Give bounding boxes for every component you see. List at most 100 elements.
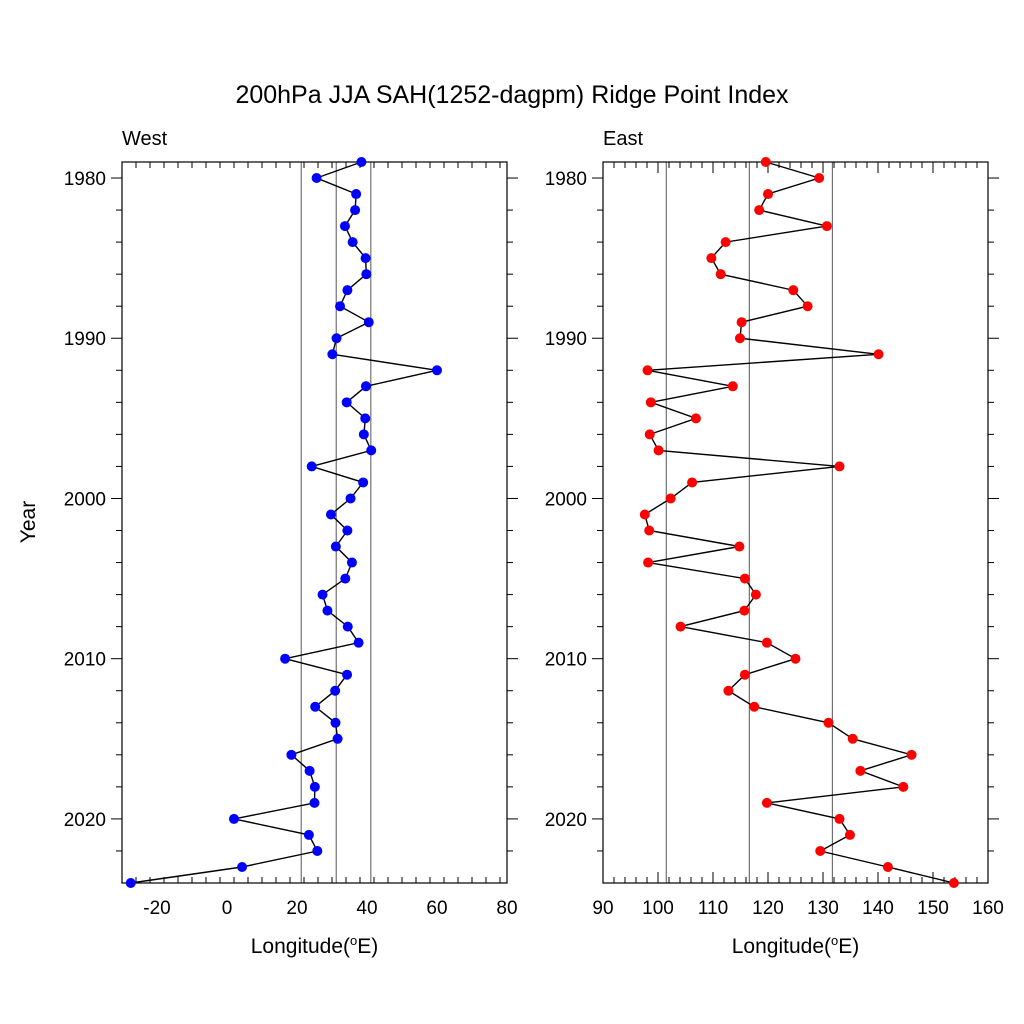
data-point-west-1992 bbox=[432, 365, 442, 376]
data-point-west-2007 bbox=[322, 605, 333, 616]
data-point-east-2018 bbox=[898, 781, 909, 792]
data-point-west-1990 bbox=[331, 333, 342, 344]
data-point-east-2009 bbox=[761, 637, 772, 648]
data-point-east-2001 bbox=[639, 509, 650, 520]
y-tick-label-west: 1990 bbox=[64, 329, 106, 350]
data-point-west-2014 bbox=[330, 717, 341, 728]
y-tick-label-west: 2020 bbox=[64, 810, 106, 831]
x-tick-label-west: 40 bbox=[356, 898, 377, 919]
data-point-west-1984 bbox=[347, 237, 358, 248]
panel-label-west: West bbox=[122, 128, 168, 150]
data-point-west-2023 bbox=[237, 861, 248, 872]
x-axis-label-superscript: o bbox=[350, 933, 357, 948]
data-point-east-2014 bbox=[823, 717, 834, 728]
data-point-east-2006 bbox=[750, 589, 761, 600]
data-point-west-1996 bbox=[358, 429, 369, 440]
data-point-east-2016 bbox=[906, 749, 917, 760]
data-point-east-1999 bbox=[687, 477, 698, 488]
data-point-west-1989 bbox=[363, 317, 374, 328]
data-point-west-2016 bbox=[286, 749, 297, 760]
x-tick-label-east: 100 bbox=[642, 898, 674, 919]
x-tick-label-west: 0 bbox=[222, 898, 233, 919]
data-point-east-2021 bbox=[844, 829, 855, 840]
plot-frame-west bbox=[121, 161, 508, 884]
data-point-east-2003 bbox=[734, 541, 745, 552]
x-tick-label-east: 140 bbox=[862, 898, 894, 919]
data-point-west-2017 bbox=[304, 765, 315, 776]
data-point-east-1979 bbox=[760, 157, 771, 167]
plot-frame-east bbox=[602, 161, 989, 884]
data-point-west-2010 bbox=[280, 653, 291, 664]
data-point-west-1983 bbox=[339, 221, 350, 232]
data-point-west-1982 bbox=[350, 205, 361, 216]
y-axis-label: Year bbox=[17, 501, 40, 543]
y-tick-label-east: 1980 bbox=[545, 169, 587, 190]
data-point-west-1981 bbox=[351, 189, 362, 200]
y-tick-label-east: 2020 bbox=[545, 810, 587, 831]
data-point-west-2015 bbox=[332, 733, 343, 744]
data-point-west-2013 bbox=[310, 701, 321, 712]
data-point-west-1999 bbox=[358, 477, 369, 488]
data-point-west-2011 bbox=[342, 669, 353, 680]
x-axis-label-tail: E) bbox=[357, 935, 378, 958]
data-point-west-2021 bbox=[303, 829, 314, 840]
x-tick-label-east: 120 bbox=[752, 898, 784, 919]
data-point-west-1980 bbox=[311, 173, 322, 184]
x-tick-label-west: -20 bbox=[143, 898, 170, 919]
data-point-east-2023 bbox=[882, 861, 893, 872]
panel-label-east: East bbox=[603, 128, 643, 150]
data-point-east-2000 bbox=[665, 493, 676, 504]
data-point-east-1989 bbox=[736, 317, 747, 328]
x-tick-label-east: 150 bbox=[917, 898, 949, 919]
data-point-east-2004 bbox=[643, 557, 654, 568]
data-point-east-1992 bbox=[642, 365, 653, 376]
data-point-west-2020 bbox=[229, 813, 239, 824]
data-point-west-2001 bbox=[325, 509, 336, 520]
data-point-east-1984 bbox=[720, 237, 731, 248]
x-axis-label-text: Longitude( bbox=[732, 935, 831, 958]
data-point-east-1980 bbox=[814, 173, 825, 184]
data-point-west-1994 bbox=[341, 397, 352, 408]
data-point-west-2019 bbox=[309, 797, 320, 808]
data-point-east-1982 bbox=[754, 205, 765, 216]
data-point-west-2000 bbox=[345, 493, 356, 504]
data-point-east-2005 bbox=[739, 573, 750, 584]
x-axis-label-superscript: o bbox=[831, 933, 838, 948]
x-axis-label-west: Longitude(oE) bbox=[251, 933, 378, 958]
data-point-west-2018 bbox=[309, 781, 320, 792]
data-point-east-2022 bbox=[815, 845, 826, 856]
data-point-west-1979 bbox=[356, 157, 367, 167]
y-tick-label-east: 1990 bbox=[545, 329, 587, 350]
data-point-west-2003 bbox=[330, 541, 341, 552]
data-point-east-2012 bbox=[723, 685, 734, 696]
y-tick-label-east: 2010 bbox=[545, 650, 587, 671]
data-point-east-2024 bbox=[948, 878, 959, 888]
data-point-west-2009 bbox=[353, 637, 364, 648]
x-tick-label-east: 160 bbox=[972, 898, 1004, 919]
data-point-west-1985 bbox=[360, 253, 371, 264]
x-axis-label-text: Longitude( bbox=[251, 935, 350, 958]
x-axis-label-east: Longitude(oE) bbox=[732, 933, 859, 958]
data-point-east-2011 bbox=[739, 669, 750, 680]
data-point-west-2012 bbox=[330, 685, 341, 696]
data-point-east-1997 bbox=[653, 445, 664, 456]
data-point-west-2004 bbox=[346, 557, 357, 568]
data-point-west-1998 bbox=[306, 461, 317, 472]
data-point-east-1998 bbox=[834, 461, 845, 472]
data-point-east-2007 bbox=[739, 605, 750, 616]
x-axis-label-tail: E) bbox=[838, 935, 859, 958]
y-tick-label-west: 2010 bbox=[64, 650, 106, 671]
data-point-east-2015 bbox=[847, 733, 858, 744]
panel-east: East 90 100 110 120 130 140 150 160 Longitude(oE)… bbox=[545, 128, 1004, 958]
data-point-west-1997 bbox=[366, 445, 377, 456]
chart-title: 200hPa JJA SAH(1252-dagpm) Ridge Point I… bbox=[235, 81, 789, 109]
data-point-west-2002 bbox=[342, 525, 353, 536]
data-point-east-1988 bbox=[802, 301, 813, 312]
y-tick-label-west: 2000 bbox=[64, 489, 106, 510]
data-point-east-1993 bbox=[727, 381, 738, 392]
data-point-west-1995 bbox=[360, 413, 371, 424]
data-point-east-1987 bbox=[788, 285, 799, 296]
series-line-east bbox=[643, 161, 955, 884]
panel-west: West -20 0 20 40 60 80 Longitude(oE) 1980 1990 200… bbox=[64, 128, 518, 958]
